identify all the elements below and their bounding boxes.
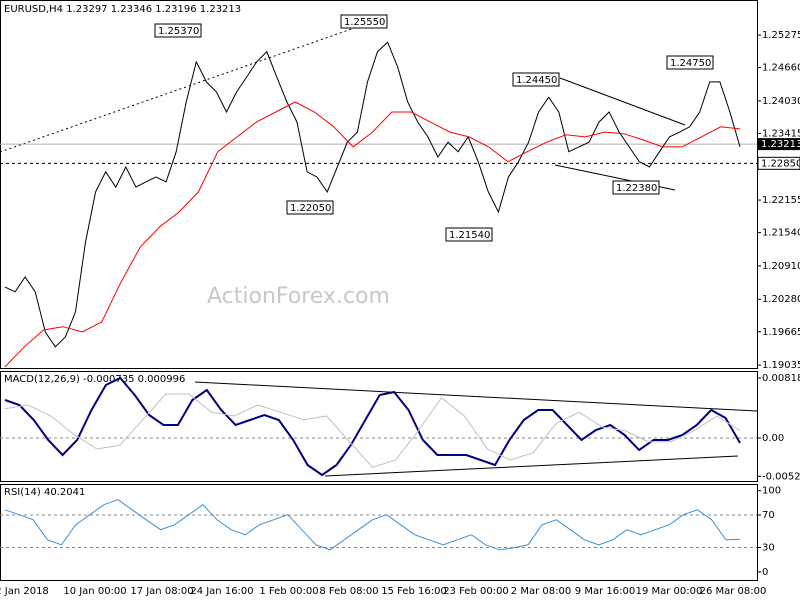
- series-line: [4, 499, 741, 551]
- trend-line: [559, 77, 686, 126]
- y-tick-label: 1.23415: [762, 128, 800, 139]
- macd-title: MACD(12,26,9) -0.000735 0.000996: [4, 374, 185, 385]
- y-tick-label: 1.24660: [762, 63, 800, 74]
- x-tick-label: 8 Feb 08:00: [319, 586, 378, 597]
- y-tick-label: 30: [762, 543, 775, 554]
- rsi-title: RSI(14) 40.2041: [4, 487, 85, 498]
- y-tick-label: 0.00: [762, 433, 784, 444]
- y-tick-label: 1.20910: [762, 261, 800, 272]
- x-tick-label: 10 Jan 00:00: [63, 586, 126, 597]
- trend-line: [194, 381, 758, 412]
- trend-line: [324, 455, 739, 477]
- series-line: [4, 393, 741, 468]
- y-tick-label: 0: [762, 567, 768, 578]
- y-tick-label: 100: [762, 486, 781, 497]
- support-label: 1.22850: [761, 158, 800, 169]
- annotation: 1.24450: [516, 75, 557, 86]
- current-price-label: 1.23213: [761, 139, 800, 150]
- y-tick-label: 70: [762, 510, 775, 521]
- annotation-box: [445, 227, 493, 242]
- annotation: 1.25370: [158, 26, 199, 37]
- y-tick-label: 1.21540: [762, 228, 800, 239]
- rsi-panel: [0, 484, 758, 581]
- annotation: 1.21540: [449, 230, 490, 241]
- y-tick-label: 1.25275: [762, 30, 800, 41]
- y-tick-label: 1.19035: [762, 360, 800, 371]
- y-tick-label: 1.20280: [762, 294, 800, 305]
- x-tick-label: 2 Mar 08:00: [511, 586, 571, 597]
- annotation-box: [286, 200, 334, 215]
- annotation-box: [154, 23, 202, 38]
- price-panel: [0, 0, 758, 369]
- annotation-box: [612, 180, 660, 195]
- annotation-box: [512, 72, 560, 87]
- series-line: [4, 41, 741, 348]
- y-tick-label: 1.22155: [762, 195, 800, 206]
- series-line: [4, 376, 741, 477]
- x-tick-label: 19 Mar 00:00: [636, 586, 703, 597]
- y-tick-label: 1.19665: [762, 327, 800, 338]
- annotation-box: [340, 14, 388, 29]
- x-tick-label: 24 Jan 16:00: [190, 586, 253, 597]
- price-label-box: [758, 138, 800, 151]
- annotation: 1.22050: [290, 203, 331, 214]
- x-tick-label: 2 Jan 2018: [0, 586, 49, 597]
- annotation: 1.24750: [670, 58, 711, 69]
- y-tick-label: 1.24030: [762, 96, 800, 107]
- x-tick-label: 17 Jan 08:00: [130, 586, 193, 597]
- price-label-box: [757, 156, 800, 170]
- y-tick-label: -0.005223: [762, 471, 800, 482]
- x-tick-label: 15 Feb 16:00: [381, 586, 447, 597]
- macd-panel: [0, 371, 758, 482]
- annotation: 1.22380: [616, 183, 657, 194]
- watermark: ActionForex.com: [207, 284, 390, 309]
- price-title: EURUSD,H4 1.23297 1.23346 1.23196 1.2321…: [4, 4, 241, 15]
- y-tick-label: 0.008182: [762, 373, 800, 384]
- x-tick-label: 9 Mar 16:00: [575, 586, 635, 597]
- annotation: 1.25550: [344, 17, 385, 28]
- series-line: [4, 101, 741, 368]
- annotation-box: [666, 55, 714, 70]
- x-tick-label: 23 Feb 00:00: [443, 586, 509, 597]
- x-tick-label: 26 Mar 08:00: [700, 586, 767, 597]
- x-tick-label: 1 Feb 00:00: [259, 586, 318, 597]
